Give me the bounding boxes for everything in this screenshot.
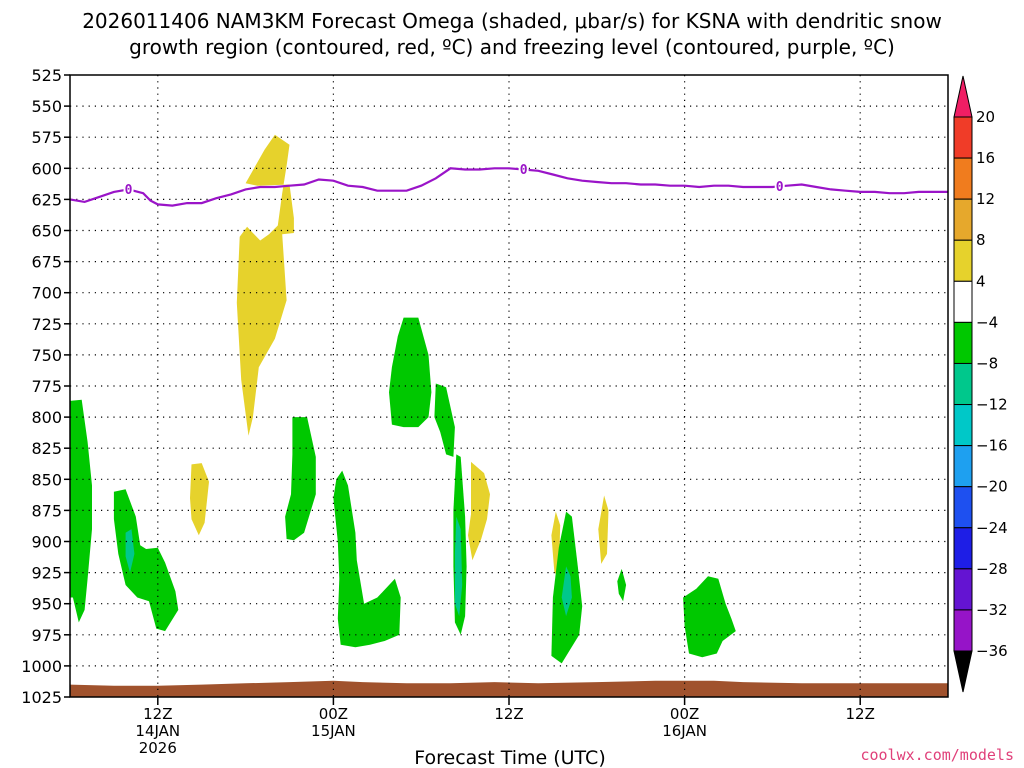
- y-tick-label: 625: [31, 190, 62, 209]
- y-tick-label: 700: [31, 284, 62, 303]
- y-tick-label: 825: [31, 439, 62, 458]
- y-tick-label: 725: [31, 315, 62, 334]
- colorbar-swatch: [953, 609, 973, 652]
- colorbar-swatch: [953, 280, 973, 323]
- colorbar-swatch: [953, 362, 973, 406]
- x-tick-label: 00Z: [319, 705, 348, 723]
- y-tick-label: 525: [31, 66, 62, 85]
- x-tick-label: 12Z: [143, 705, 172, 723]
- y-tick-label: 600: [31, 159, 62, 178]
- colorbar-tick-label: −24: [976, 519, 1008, 537]
- y-tick-label: 975: [31, 626, 62, 645]
- colorbar-swatch: [953, 445, 973, 488]
- omega-region-9: [389, 317, 432, 428]
- x-tick-label: 12Z: [846, 705, 875, 723]
- freezing-level-label: 0: [776, 180, 784, 195]
- freezing-label-bg: [123, 181, 134, 196]
- omega-region-2: [468, 461, 490, 561]
- omega-region-5: [70, 399, 92, 623]
- omega-region-13: [617, 568, 627, 602]
- x-tick-date: 15JAN: [311, 722, 356, 740]
- y-tick-label: 775: [31, 377, 62, 396]
- y-axis-ticks: 525 550 575 600 625 650 675 700 725 750 775 800 825 8…: [21, 66, 70, 707]
- freezing-label-bg: [518, 161, 529, 176]
- x-tick-date: 14JAN: [135, 722, 180, 740]
- omega-region-15: [125, 529, 135, 573]
- y-tick-label: 1000: [21, 657, 62, 676]
- colorbar-swatch: [953, 239, 973, 282]
- colorbar-swatch: [953, 568, 973, 611]
- omega-region-8: [333, 470, 401, 648]
- x-tick-label: 12Z: [494, 705, 523, 723]
- omega-shaded-regions: [70, 134, 736, 664]
- freezing-level-label: 0: [125, 183, 133, 198]
- colorbar-top-arrow: [953, 75, 973, 118]
- omega-region-0: [236, 134, 294, 436]
- omega-region-6: [113, 489, 179, 632]
- colorbar-tick-label: −20: [976, 478, 1008, 496]
- freezing-level-label: 0: [520, 163, 528, 178]
- colorbar-tick-label: −8: [976, 354, 998, 372]
- colorbar: 20 16 12 8 4 −4 −8 −12 −16 −20 −24 −28 −32 −36: [953, 75, 1008, 693]
- x-tick-date: 16JAN: [662, 722, 707, 740]
- colorbar-tick-label: −36: [976, 642, 1008, 660]
- chart-title-line1: 2026011406 NAM3KM Forecast Omega (shaded…: [82, 9, 942, 33]
- colorbar-swatch: [953, 527, 973, 570]
- colorbar-swatch: [953, 486, 973, 529]
- colorbar-tick-label: −28: [976, 560, 1008, 578]
- x-tick-year: 2026: [139, 739, 177, 757]
- colorbar-tick-label: −4: [976, 313, 998, 331]
- colorbar-swatch: [953, 198, 973, 241]
- freezing-level-layer: 0 0 0: [69, 161, 948, 207]
- colorbar-tick-label: −16: [976, 437, 1008, 455]
- y-tick-label: 650: [31, 222, 62, 241]
- colorbar-tick-label: 12: [976, 190, 995, 208]
- x-tick-label: 00Z: [670, 705, 699, 723]
- colorbar-swatch: [953, 116, 973, 159]
- y-tick-label: 550: [31, 97, 62, 116]
- freezing-label-bg: [774, 178, 785, 193]
- y-tick-label: 900: [31, 533, 62, 552]
- omega-region-1: [190, 463, 209, 536]
- y-tick-label: 925: [31, 564, 62, 583]
- omega-region-4: [598, 495, 609, 564]
- chart-title-line2: growth region (contoured, red, ºC) and f…: [129, 35, 895, 59]
- omega-region-16: [454, 516, 463, 617]
- credit-text: coolwx.com/models: [860, 746, 1014, 764]
- y-tick-label: 875: [31, 501, 62, 520]
- y-tick-label: 1025: [21, 688, 62, 707]
- colorbar-tick-label: −12: [976, 396, 1008, 414]
- y-tick-label: 575: [31, 128, 62, 147]
- colorbar-bottom-arrow: [953, 650, 973, 693]
- y-tick-label: 950: [31, 595, 62, 614]
- grid-lines: [70, 75, 948, 697]
- colorbar-swatch: [953, 404, 973, 447]
- colorbar-swatch: [953, 321, 973, 364]
- y-tick-label: 850: [31, 470, 62, 489]
- y-tick-label: 750: [31, 346, 62, 365]
- colorbar-tick-label: 16: [976, 149, 995, 167]
- colorbar-tick-label: 20: [976, 108, 995, 126]
- omega-region-10: [434, 383, 455, 457]
- freezing-level-line: [69, 167, 948, 207]
- colorbar-tick-label: −32: [976, 601, 1008, 619]
- y-tick-label: 675: [31, 253, 62, 272]
- omega-region-17: [561, 566, 572, 617]
- colorbar-tick-label: 8: [976, 231, 986, 249]
- omega-region-14: [683, 576, 736, 658]
- x-axis-label: Forecast Time (UTC): [414, 747, 605, 768]
- y-tick-label: 800: [31, 408, 62, 427]
- colorbar-tick-label: 4: [976, 272, 986, 290]
- colorbar-swatch: [953, 157, 973, 200]
